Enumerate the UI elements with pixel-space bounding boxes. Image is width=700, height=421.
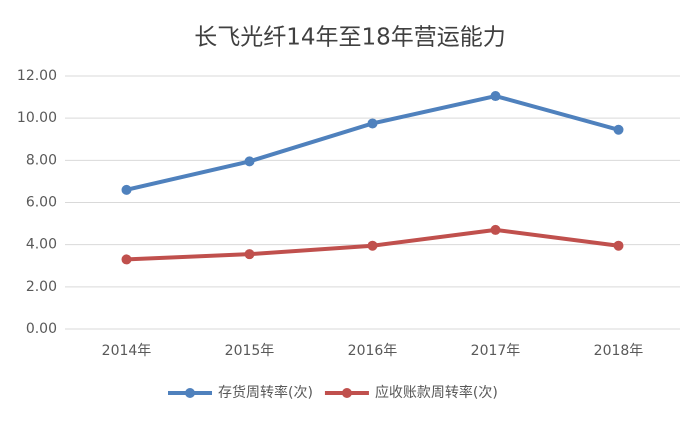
point-marker — [121, 254, 132, 265]
point-marker — [121, 184, 132, 195]
chart-title: 长飞光纤14年至18年营运能力 — [194, 25, 506, 51]
x-tick-label: 2015年 — [225, 343, 275, 359]
y-tick-label: 10.00 — [17, 110, 57, 126]
point-marker — [613, 240, 624, 251]
point-marker — [244, 156, 255, 167]
x-tick-label: 2018年 — [594, 343, 644, 359]
y-tick-label: 12.00 — [17, 68, 57, 84]
legend-label: 存货周转率(次) — [218, 384, 313, 401]
point-marker — [244, 249, 255, 260]
point-marker — [613, 124, 624, 135]
x-tick-label: 2017年 — [471, 343, 521, 359]
legend-label: 应收账款周转率(次) — [375, 384, 498, 401]
y-tick-label: 8.00 — [26, 152, 57, 168]
point-marker — [367, 118, 378, 129]
x-tick-label: 2016年 — [348, 343, 398, 359]
legend-marker — [341, 388, 352, 398]
y-tick-label: 2.00 — [26, 279, 57, 295]
y-tick-label: 4.00 — [26, 237, 57, 253]
point-marker — [490, 224, 501, 235]
legend-marker — [185, 388, 195, 398]
point-marker — [367, 240, 378, 251]
y-tick-label: 6.00 — [26, 195, 57, 211]
y-tick-label: 0.00 — [26, 321, 57, 337]
point-marker — [490, 91, 501, 102]
x-tick-label: 2014年 — [102, 343, 152, 359]
